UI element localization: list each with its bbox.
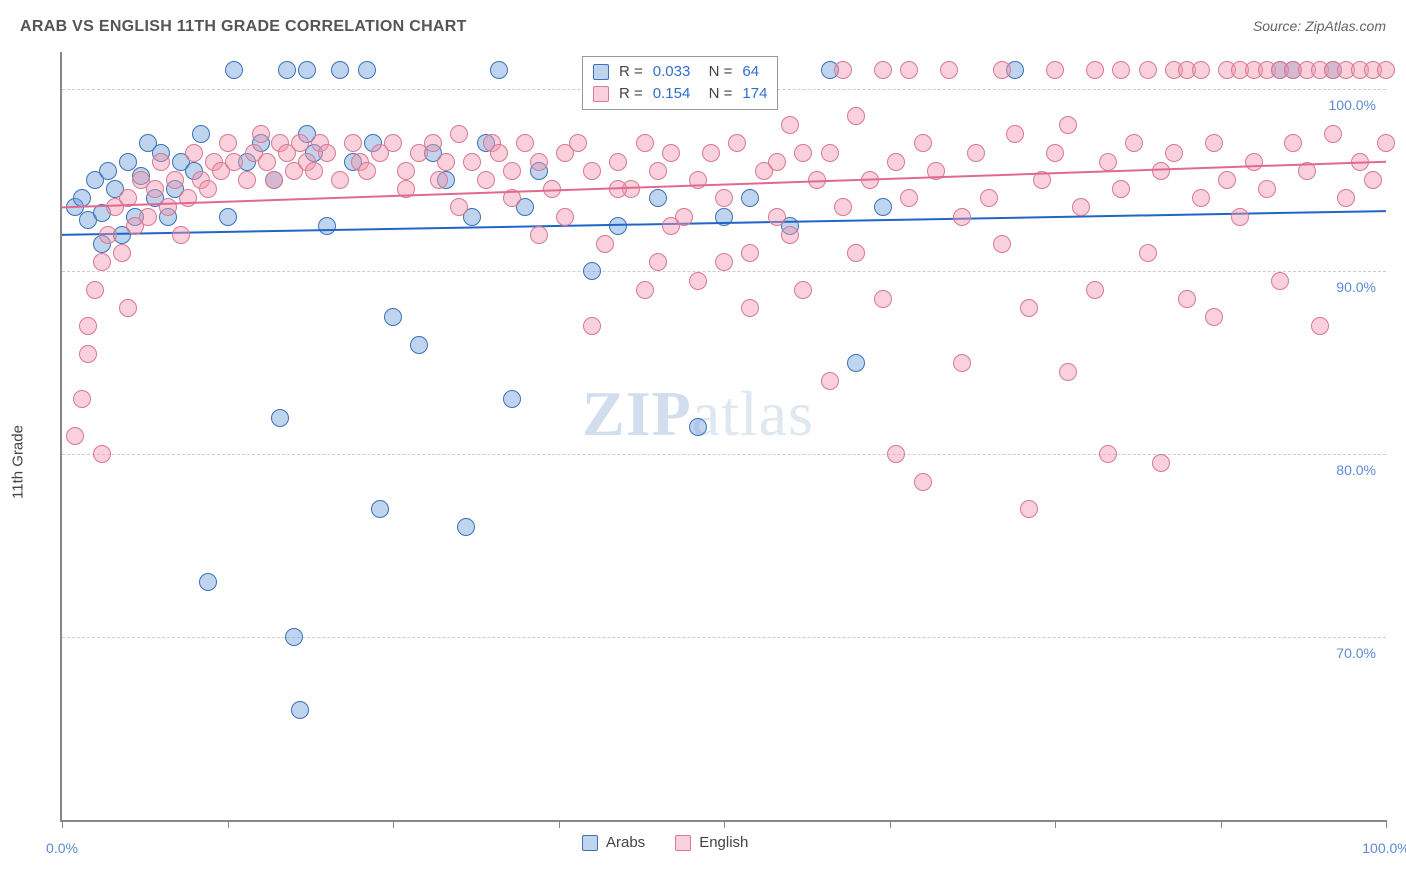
plot-outer: 11th Grade ZIPatlas 70.0%80.0%90.0%100.0…: [24, 52, 1386, 872]
x-tick: [724, 820, 725, 828]
legend-n-label: N =: [700, 83, 732, 105]
legend-item: English: [675, 834, 748, 851]
legend-correlation: R = 0.033 N = 64 R = 0.154 N = 174: [582, 56, 778, 110]
x-tick: [1221, 820, 1222, 828]
chart-source: Source: ZipAtlas.com: [1253, 18, 1386, 34]
x-tick: [1386, 820, 1387, 828]
legend-label: English: [699, 834, 748, 851]
chart-title: ARAB VS ENGLISH 11TH GRADE CORRELATION C…: [20, 18, 467, 35]
x-tick: [393, 820, 394, 828]
legend-series: Arabs English: [582, 834, 748, 851]
legend-n-value: 174: [742, 83, 767, 105]
legend-r-label: R =: [619, 61, 643, 83]
legend-n-value: 64: [742, 61, 759, 83]
legend-swatch: [593, 86, 609, 102]
x-tick: [559, 820, 560, 828]
legend-swatch: [593, 64, 609, 80]
y-axis-label: 11th Grade: [10, 425, 27, 499]
legend-swatch: [582, 835, 598, 851]
x-tick-label: 0.0%: [46, 840, 78, 856]
x-tick-label: 100.0%: [1362, 840, 1406, 856]
legend-swatch: [675, 835, 691, 851]
legend-r-value: 0.033: [653, 61, 691, 83]
legend-item: Arabs: [582, 834, 645, 851]
legend-row: R = 0.154 N = 174: [593, 83, 767, 105]
scatter-plot: ZIPatlas 70.0%80.0%90.0%100.0%0.0%100.0%…: [60, 52, 1386, 822]
legend-r-label: R =: [619, 83, 643, 105]
x-tick: [228, 820, 229, 828]
x-tick: [1055, 820, 1056, 828]
legend-r-value: 0.154: [653, 83, 691, 105]
chart-header: ARAB VS ENGLISH 11TH GRADE CORRELATION C…: [20, 18, 1386, 48]
legend-label: Arabs: [606, 834, 645, 851]
x-tick: [890, 820, 891, 828]
x-tick: [62, 820, 63, 828]
legend-row: R = 0.033 N = 64: [593, 61, 767, 83]
trend-line: [62, 52, 1386, 820]
legend-n-label: N =: [700, 61, 732, 83]
